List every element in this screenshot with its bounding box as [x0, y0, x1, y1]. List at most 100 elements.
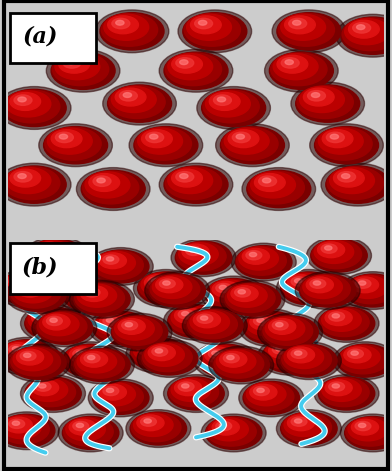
Circle shape — [64, 345, 113, 374]
Circle shape — [11, 347, 60, 376]
Circle shape — [76, 285, 83, 290]
Circle shape — [87, 355, 95, 360]
Circle shape — [236, 246, 292, 278]
Circle shape — [97, 178, 105, 183]
Circle shape — [59, 55, 89, 73]
Circle shape — [232, 132, 250, 143]
Circle shape — [14, 95, 32, 106]
Circle shape — [200, 316, 208, 320]
Circle shape — [32, 309, 97, 347]
Circle shape — [313, 281, 321, 285]
Circle shape — [263, 178, 271, 183]
Circle shape — [31, 380, 59, 396]
Circle shape — [351, 419, 379, 435]
Circle shape — [281, 58, 299, 68]
Circle shape — [125, 323, 132, 327]
Circle shape — [51, 52, 115, 89]
Circle shape — [5, 344, 71, 382]
Circle shape — [76, 423, 83, 428]
Circle shape — [109, 86, 165, 119]
Circle shape — [348, 349, 363, 358]
Circle shape — [100, 13, 164, 50]
Circle shape — [58, 276, 123, 314]
Circle shape — [217, 97, 226, 102]
Circle shape — [171, 239, 236, 276]
Circle shape — [16, 349, 44, 365]
Circle shape — [212, 281, 239, 297]
Circle shape — [325, 380, 352, 396]
Circle shape — [212, 351, 219, 355]
Circle shape — [47, 317, 62, 325]
Circle shape — [2, 166, 66, 203]
Circle shape — [314, 240, 354, 263]
Circle shape — [126, 335, 191, 373]
Circle shape — [242, 249, 269, 264]
Circle shape — [175, 241, 232, 274]
Circle shape — [272, 10, 346, 53]
Circle shape — [346, 417, 392, 446]
Circle shape — [99, 253, 126, 268]
Circle shape — [284, 273, 323, 296]
Circle shape — [318, 377, 375, 410]
Circle shape — [69, 280, 134, 318]
Circle shape — [237, 246, 286, 275]
Circle shape — [172, 55, 202, 73]
Circle shape — [63, 58, 81, 68]
Circle shape — [341, 346, 380, 368]
Circle shape — [205, 347, 232, 363]
Circle shape — [355, 422, 371, 430]
Circle shape — [269, 52, 333, 89]
Circle shape — [9, 345, 25, 354]
Circle shape — [134, 339, 173, 362]
Circle shape — [133, 269, 198, 307]
Circle shape — [243, 382, 299, 414]
Circle shape — [84, 288, 100, 297]
Circle shape — [171, 306, 211, 329]
Circle shape — [316, 127, 372, 160]
Circle shape — [257, 318, 264, 322]
Circle shape — [183, 13, 247, 50]
Circle shape — [168, 168, 212, 194]
Circle shape — [238, 290, 245, 294]
Circle shape — [165, 53, 221, 86]
Circle shape — [321, 163, 392, 206]
Circle shape — [39, 124, 113, 167]
Circle shape — [174, 308, 201, 324]
Circle shape — [103, 386, 119, 396]
Circle shape — [55, 132, 73, 143]
Circle shape — [276, 323, 283, 327]
Circle shape — [319, 308, 369, 337]
Text: (a): (a) — [22, 26, 58, 48]
Circle shape — [285, 16, 315, 34]
Circle shape — [291, 417, 307, 426]
Circle shape — [75, 284, 125, 312]
Circle shape — [263, 317, 313, 345]
Circle shape — [329, 312, 345, 321]
Circle shape — [155, 349, 163, 353]
Circle shape — [135, 127, 191, 160]
Circle shape — [150, 134, 158, 139]
Circle shape — [319, 378, 369, 406]
Circle shape — [201, 414, 266, 452]
Circle shape — [351, 351, 358, 355]
Circle shape — [199, 345, 249, 374]
Circle shape — [94, 382, 143, 411]
Circle shape — [0, 163, 71, 206]
Circle shape — [12, 347, 20, 351]
Circle shape — [115, 88, 146, 106]
Circle shape — [10, 169, 41, 187]
Circle shape — [351, 277, 379, 292]
Circle shape — [84, 354, 100, 363]
Circle shape — [169, 378, 219, 406]
Circle shape — [20, 351, 36, 361]
Circle shape — [28, 378, 68, 401]
Circle shape — [77, 350, 116, 373]
Circle shape — [11, 279, 60, 308]
Circle shape — [345, 18, 390, 45]
Circle shape — [174, 380, 201, 396]
Circle shape — [6, 91, 51, 117]
Circle shape — [357, 24, 365, 30]
Circle shape — [228, 284, 267, 307]
Circle shape — [144, 275, 172, 291]
Circle shape — [93, 382, 149, 414]
